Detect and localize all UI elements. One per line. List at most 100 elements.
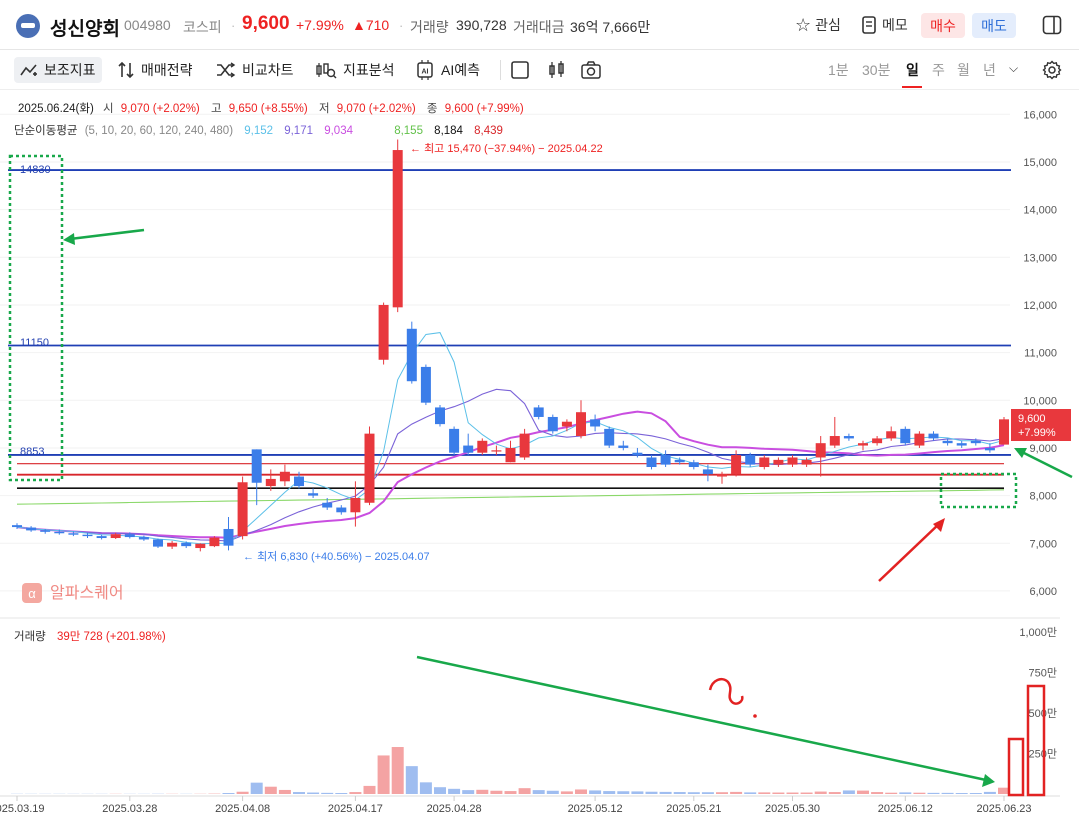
x-tick-label: 2025.03.19	[0, 803, 45, 815]
buy-button[interactable]: 매수	[921, 13, 965, 38]
market-name: 코스피	[183, 19, 222, 35]
candle-body	[491, 450, 502, 452]
candle-body	[181, 542, 192, 547]
x-tick-label: 2025.05.30	[765, 803, 820, 815]
candle-body	[886, 431, 897, 439]
period-1min[interactable]: 1분	[828, 62, 849, 78]
candle-body	[801, 459, 812, 465]
level-label-high: 14830	[20, 164, 51, 176]
green-arrowhead-left	[63, 233, 75, 245]
candlesticks	[12, 139, 1009, 552]
low-value: 9,070 (+2.02%)	[337, 103, 416, 115]
strategy-label: 매매전략	[141, 62, 193, 78]
candle-body	[618, 445, 629, 448]
volume-bar	[293, 792, 305, 794]
date-axis: 2025.03.19 2025.03.28 2025.04.08 2025.04.17…	[0, 795, 1060, 815]
watch-button[interactable]: ☆ 관심	[795, 12, 841, 38]
x-tick-label: 2025.04.17	[328, 803, 383, 815]
candle-body	[632, 452, 643, 456]
volume-bar	[983, 791, 996, 794]
memo-button[interactable]: 메모	[861, 12, 908, 38]
y-tick-label: 16,000	[1023, 109, 1057, 121]
ma120-value: 8,184	[434, 125, 463, 137]
y-tick-label: 15,000	[1023, 157, 1057, 169]
volume-bar	[842, 790, 855, 794]
indicators-button[interactable]: 보조지표	[14, 57, 102, 83]
ma10-value: 9,171	[284, 125, 313, 137]
watermark-logo: α 알파스퀘어	[22, 583, 124, 603]
volume-tick-label: 1,000만	[1019, 626, 1057, 639]
watch-label: 관심	[815, 17, 841, 33]
max-arrow: ←	[410, 143, 424, 155]
support-resistance-lines	[8, 169, 1011, 456]
candle-body	[984, 447, 995, 451]
green-dotted-box-right	[939, 472, 1018, 509]
candle-type-icon[interactable]	[547, 60, 567, 80]
ma5-value: 9,152	[244, 125, 273, 137]
period-30min[interactable]: 30분	[862, 62, 891, 78]
y-tick-label: 11,000	[1024, 348, 1057, 360]
candle-body	[914, 433, 925, 446]
strategy-button[interactable]: 매매전략	[117, 57, 193, 83]
candle-body	[209, 537, 220, 547]
sidebar-toggle-icon[interactable]	[1042, 15, 1062, 35]
volume-bar	[560, 791, 573, 794]
x-tick-label: 2025.06.12	[878, 803, 933, 815]
candle-body	[265, 478, 276, 487]
volume-bar	[701, 792, 714, 794]
candle-body	[646, 457, 657, 468]
volume-bar	[800, 792, 813, 794]
ai-predict-label: AI예측	[441, 62, 480, 78]
analysis-button[interactable]: 지표분석	[315, 57, 395, 83]
candle-body	[688, 462, 699, 468]
volume-bar	[716, 792, 728, 794]
volume-bar	[589, 790, 602, 794]
candle-body	[717, 474, 727, 477]
sell-button[interactable]: 매도	[972, 13, 1016, 38]
candle-body	[702, 469, 713, 475]
chevron-down-icon[interactable]: ⌵	[1009, 61, 1019, 75]
min-arrow: ←	[243, 551, 257, 563]
volume-bar	[969, 793, 982, 794]
svg-text:AI: AI	[422, 69, 429, 76]
shuffle-icon	[217, 62, 236, 78]
square-draw-icon[interactable]	[510, 60, 530, 80]
gear-icon[interactable]	[1042, 60, 1062, 80]
candle-body	[167, 542, 178, 547]
candle-body	[308, 493, 319, 496]
indicators-label: 보조지표	[44, 62, 96, 78]
price-tag-pct: +7.99%	[1018, 427, 1056, 439]
volume-bar	[871, 792, 884, 794]
stock-name: 성신양회	[50, 19, 120, 40]
price-chart[interactable]: 16,000 15,000 14,000 13,000 12,000 11,000 10,0…	[0, 90, 1079, 824]
period-week[interactable]: 주	[932, 62, 945, 78]
close-label: 종	[427, 103, 438, 115]
volume-bar	[434, 787, 446, 794]
moving-averages	[16, 332, 1005, 545]
candle-body	[942, 440, 953, 444]
candle-body	[561, 421, 572, 427]
candle-body	[674, 459, 685, 463]
info-line: 2025.06.24(화) 시 9,070 (+2.02%) 고 9,650 (…	[18, 102, 524, 115]
volume-bar	[758, 792, 771, 794]
candle-body	[829, 436, 840, 446]
ai-predict-button[interactable]: AI AI예측	[415, 57, 480, 83]
compare-button[interactable]: 비교차트	[216, 57, 294, 83]
candle-body	[322, 502, 333, 508]
camera-icon[interactable]	[580, 60, 602, 80]
handwritten-question-mark	[708, 678, 744, 705]
company-logo	[16, 14, 40, 38]
candle-body	[533, 407, 544, 417]
period-month[interactable]: 월	[957, 62, 970, 78]
strategy-icon	[118, 61, 134, 79]
volume-bar	[504, 791, 517, 794]
period-day[interactable]: 일	[906, 62, 919, 78]
chart-grid	[0, 113, 1010, 592]
candle-body	[858, 443, 868, 446]
candle-body	[406, 328, 417, 382]
y-tick-label: 12,000	[1023, 300, 1057, 312]
volume-bar	[419, 782, 432, 794]
volume-bar	[391, 747, 404, 794]
period-year[interactable]: 년	[983, 62, 996, 78]
max-annotation-text: 최고 15,470 (−37.94%) − 2025.04.22	[424, 142, 603, 155]
